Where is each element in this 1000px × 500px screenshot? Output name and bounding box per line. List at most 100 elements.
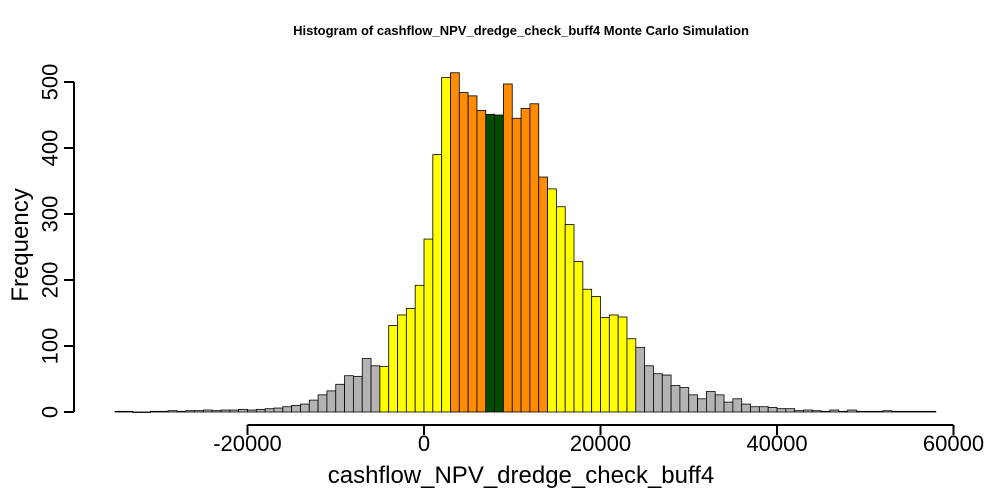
- histogram-bar: [247, 409, 257, 413]
- histogram-bar: [564, 224, 575, 413]
- y-axis: 0 100 200 300 400 500: [38, 64, 75, 418]
- histogram-bar: [361, 358, 372, 413]
- histogram-bar: [644, 365, 654, 413]
- histogram-bar: [785, 408, 796, 413]
- x-tick-label: 0: [418, 431, 430, 456]
- histogram-bar: [723, 401, 734, 413]
- histogram-bars: [114, 72, 937, 413]
- histogram-bar: [441, 76, 451, 413]
- histogram-bar: [388, 325, 398, 413]
- histogram-bar: [838, 410, 848, 413]
- histogram-bar: [167, 410, 178, 413]
- histogram-bar: [626, 338, 637, 413]
- histogram-bar: [229, 409, 240, 413]
- histogram-bar: [811, 410, 822, 413]
- y-tick-label: 400: [38, 130, 63, 167]
- histogram-bar: [485, 113, 495, 413]
- histogram-bar: [326, 390, 337, 413]
- histogram-bar: [582, 288, 593, 413]
- histogram-bar: [917, 410, 928, 413]
- histogram-bar: [344, 375, 354, 413]
- x-axis: -20000 0 20000 40000 60000: [213, 424, 984, 456]
- histogram-bar: [882, 410, 893, 413]
- histogram-bar: [908, 410, 919, 413]
- histogram-bar: [829, 409, 840, 413]
- histogram-bar: [856, 410, 866, 413]
- histogram-bar: [450, 72, 460, 413]
- histogram-bar: [123, 410, 134, 413]
- histogram-bar: [679, 387, 690, 413]
- histogram-bar: [264, 408, 275, 413]
- histogram-bar: [282, 406, 293, 413]
- histogram-bar: [926, 410, 937, 413]
- x-tick-label: 60000: [923, 431, 984, 456]
- histogram-bar: [308, 399, 319, 413]
- histogram-bar: [503, 83, 513, 413]
- histogram-bar: [776, 408, 787, 413]
- histogram-bar: [864, 410, 875, 413]
- histogram-bar: [467, 95, 478, 413]
- histogram-bar: [150, 410, 160, 413]
- histogram-bar: [617, 316, 628, 413]
- histogram-bar: [511, 117, 522, 413]
- histogram-bar: [202, 409, 213, 413]
- histogram-bar: [211, 410, 222, 413]
- x-axis-label: cashflow_NPV_dredge_check_buff4: [328, 462, 714, 489]
- histogram-bar: [900, 410, 910, 413]
- chart-title: Histogram of cashflow_NPV_dredge_check_b…: [293, 23, 749, 38]
- histogram-bar: [750, 406, 760, 413]
- histogram-bar: [706, 391, 716, 413]
- y-tick-label: 100: [38, 328, 63, 365]
- histogram-bar: [758, 406, 769, 413]
- histogram-bar: [194, 410, 204, 413]
- histogram-bar: [847, 409, 857, 413]
- histogram-bar: [653, 373, 663, 413]
- histogram-bar: [185, 410, 195, 413]
- histogram-bar: [873, 410, 884, 413]
- histogram-bar: [670, 385, 681, 413]
- histogram-bar: [255, 408, 266, 413]
- histogram-bar: [688, 394, 698, 413]
- histogram-bar: [158, 410, 169, 413]
- histogram-bar: [767, 406, 778, 413]
- histogram-bar: [176, 410, 187, 413]
- histogram-bar: [547, 188, 557, 413]
- histogram-bar: [423, 238, 434, 413]
- x-tick-label: 40000: [746, 431, 807, 456]
- histogram-bar: [379, 366, 390, 413]
- histogram-bar: [352, 375, 363, 413]
- histogram-bar: [741, 403, 751, 413]
- histogram-bar: [300, 403, 310, 413]
- y-axis-label: Frequency: [7, 188, 34, 301]
- histogram-bar: [591, 296, 601, 413]
- histogram-bar: [414, 284, 425, 413]
- histogram-bar: [600, 317, 610, 413]
- histogram-bar: [273, 407, 284, 413]
- y-tick-label: 500: [38, 64, 63, 101]
- histogram-bar: [732, 398, 743, 413]
- histogram-bar: [132, 411, 142, 413]
- histogram-bar: [697, 398, 707, 413]
- histogram-bar: [432, 154, 443, 413]
- histogram-bar: [317, 394, 328, 413]
- histogram-bar: [220, 409, 231, 413]
- histogram-bar: [476, 109, 487, 413]
- histogram-bar: [573, 261, 584, 413]
- y-tick-label: 200: [38, 262, 63, 299]
- histogram-bar: [661, 374, 672, 413]
- histogram-bar: [538, 176, 548, 413]
- histogram-bar: [291, 404, 301, 413]
- x-tick-label: -20000: [213, 431, 282, 456]
- x-tick-label: 20000: [570, 431, 631, 456]
- histogram-bar: [891, 410, 901, 413]
- histogram-bar: [370, 365, 381, 413]
- histogram-bar: [405, 307, 416, 413]
- y-tick-label: 300: [38, 196, 63, 233]
- histogram-bar: [141, 411, 151, 413]
- histogram-bar: [529, 103, 540, 413]
- histogram-bar: [458, 92, 469, 413]
- histogram-bar: [335, 383, 345, 413]
- histogram-bar: [794, 410, 804, 413]
- histogram-bar: [114, 410, 125, 413]
